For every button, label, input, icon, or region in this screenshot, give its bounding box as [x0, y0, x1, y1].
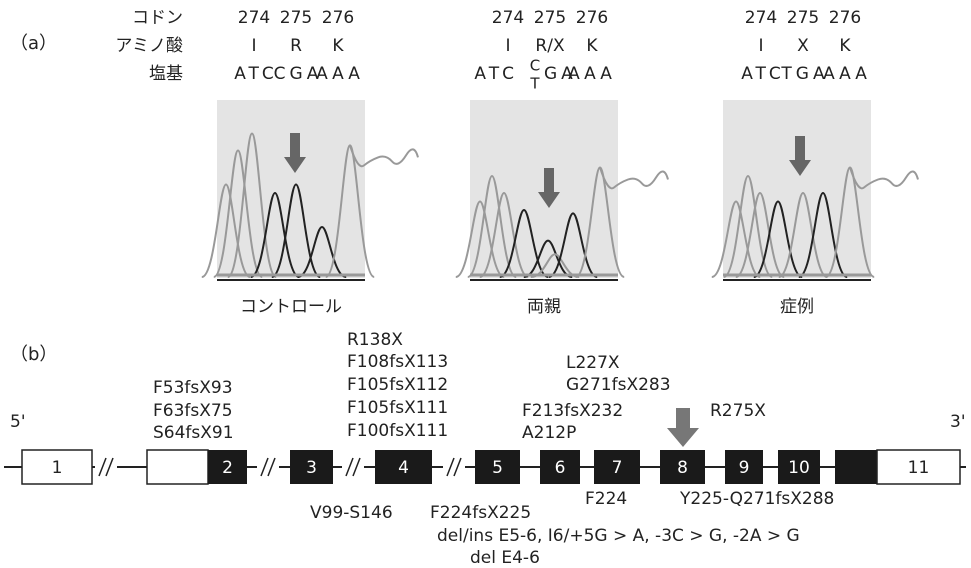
base: ATC: [474, 64, 518, 84]
mutation: G271fsX283: [566, 375, 671, 395]
codon: 274: [238, 8, 270, 28]
exon-label: 9: [739, 458, 750, 478]
codon: 276: [322, 8, 354, 28]
amino-acid: I: [505, 36, 510, 56]
figure: （a） コドン アミノ酸 塩基 274275276IRKATCCGAAAAコント…: [0, 0, 971, 568]
base: CGA: [274, 64, 323, 84]
base: ATC: [234, 64, 278, 84]
amino-acid: R/X: [535, 36, 565, 56]
mutation: F213fsX232: [522, 401, 623, 421]
mutation: F224fsX225: [430, 503, 531, 523]
mutation: del/ins E5-6, I6/+5G > A, -3C > G, -2A >…: [437, 526, 800, 546]
codon: 274: [492, 8, 524, 28]
panel-label: （a）: [10, 33, 57, 54]
mutation: F105fsX112: [347, 375, 448, 395]
het-base: T: [529, 75, 540, 93]
amino-acid: K: [839, 36, 851, 56]
mutation: F100fsX111: [347, 421, 448, 441]
mutation: F53fsX93: [153, 378, 233, 398]
prime-label: 3': [950, 412, 966, 432]
amino-acid: X: [797, 36, 809, 56]
sample-caption: 症例: [780, 297, 814, 317]
prime-label: 5': [10, 412, 26, 432]
exon-label: 10: [788, 458, 810, 478]
mutation: F63fsX75: [153, 401, 233, 421]
exon-label: 3: [306, 458, 317, 478]
codon: 275: [787, 8, 819, 28]
het-base: C: [530, 57, 540, 75]
exons: 1 2 3 4 5 6 7 8 9 10 11: [22, 450, 960, 484]
exon-label: 5: [492, 458, 503, 478]
exon: [835, 450, 877, 484]
mutation: del E4-6: [470, 548, 540, 568]
mutation: L227X: [566, 353, 620, 373]
codon: 275: [534, 8, 566, 28]
exon-label: 7: [612, 458, 623, 478]
codon: 276: [829, 8, 861, 28]
mutation-arrow: [667, 408, 699, 447]
chromatogram-bg: [723, 100, 871, 278]
amino-acid: R: [290, 36, 302, 56]
amino-acid: K: [332, 36, 344, 56]
codon: 275: [280, 8, 312, 28]
mutation: R275X: [710, 401, 766, 421]
exon: [147, 450, 208, 484]
amino-acid: I: [758, 36, 763, 56]
exon-label: 11: [908, 458, 930, 478]
exon-label: 1: [52, 458, 63, 478]
amino-acid: K: [586, 36, 598, 56]
exon-label: 4: [398, 458, 409, 478]
mutation: V99-S146: [310, 503, 393, 523]
base: AAA: [823, 64, 871, 84]
codon: 274: [745, 8, 777, 28]
base: ATC: [741, 64, 785, 84]
amino-acid: I: [251, 36, 256, 56]
mutation: Y225-Q271fsX288: [679, 489, 834, 509]
base: AAA: [568, 64, 616, 84]
exon-label: 8: [677, 458, 688, 478]
codon: 276: [576, 8, 608, 28]
row-label: アミノ酸: [115, 36, 183, 56]
mutation: R138X: [347, 330, 403, 350]
mutation: F105fsX111: [347, 398, 448, 418]
panel-label: （b）: [10, 344, 57, 365]
exon-label: 2: [222, 458, 233, 478]
sample-caption: 両親: [527, 297, 561, 317]
mutation: S64fsX91: [153, 423, 234, 443]
mutation: F108fsX113: [347, 352, 448, 372]
row-label: 塩基: [149, 64, 183, 84]
sample-caption: コントロール: [240, 297, 342, 317]
mutation: A212P: [522, 423, 576, 443]
base: TGA: [780, 64, 828, 84]
exon-label: 6: [555, 458, 566, 478]
mutation: F224: [585, 489, 627, 509]
base: AAA: [316, 64, 364, 84]
row-label: コドン: [132, 8, 183, 28]
